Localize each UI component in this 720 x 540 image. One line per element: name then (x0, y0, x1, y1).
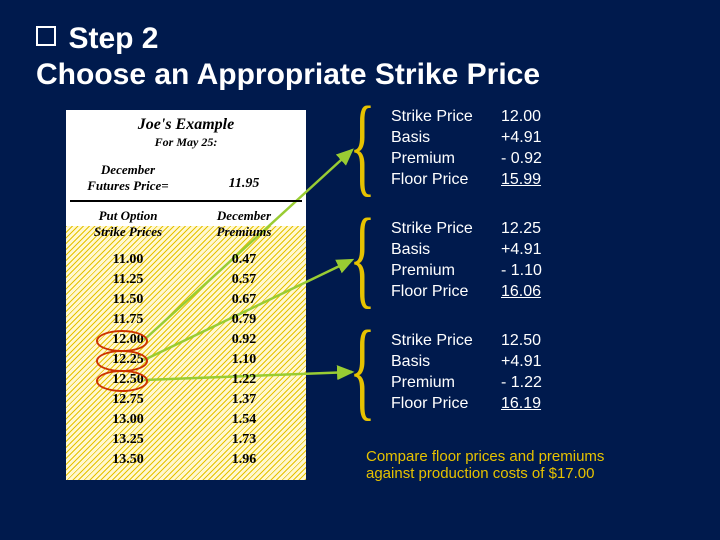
content-area: Joe's Example For May 25: December Futur… (36, 110, 684, 510)
divider (70, 200, 302, 202)
col2-header-b: Premiums (186, 224, 302, 240)
table-row: 11.250.57 (70, 270, 302, 290)
futures-value: 11.95 (186, 176, 302, 192)
title-line1: Step 2 (68, 22, 158, 55)
table-row: 13.501.96 (70, 450, 302, 470)
table-row: 11.000.47 (70, 250, 302, 270)
title: Step 2 Choose an Appropriate Strike Pric… (36, 22, 684, 92)
table-row: 13.001.54 (70, 410, 302, 430)
highlight-oval-3 (96, 370, 148, 392)
table-subheading: For May 25: (70, 135, 302, 150)
brace-2: { (349, 202, 375, 312)
footnote-line1: Compare floor prices and premiums (366, 448, 604, 465)
calc-block: Strike PriceBasisPremiumFloor Price12.00… (391, 106, 561, 190)
brace-1: { (349, 90, 375, 200)
table-row: 11.500.67 (70, 290, 302, 310)
calc-block: Strike PriceBasisPremiumFloor Price12.50… (391, 330, 561, 414)
col2-header-a: December (186, 208, 302, 224)
highlight-oval-2 (96, 350, 148, 372)
futures-label-2: Futures Price= (70, 178, 186, 194)
table-row: 13.251.73 (70, 430, 302, 450)
footnote-line2: against production costs of $17.00 (366, 465, 595, 482)
table-heading: Joe's Example (70, 116, 302, 134)
futures-label-1: December (70, 162, 186, 178)
brace-3: { (349, 314, 375, 424)
col1-header-a: Put Option (70, 208, 186, 224)
highlight-oval-1 (96, 330, 148, 352)
slide: Step 2 Choose an Appropriate Strike Pric… (0, 0, 720, 540)
bullet-icon (36, 26, 56, 46)
footnote: Compare floor prices and premiums agains… (366, 448, 706, 482)
col1-header-b: Strike Prices (70, 224, 186, 240)
option-table: Joe's Example For May 25: December Futur… (66, 110, 306, 480)
table-row: 11.750.79 (70, 310, 302, 330)
table-row: 12.751.37 (70, 390, 302, 410)
calc-block: Strike PriceBasisPremiumFloor Price12.25… (391, 218, 561, 302)
